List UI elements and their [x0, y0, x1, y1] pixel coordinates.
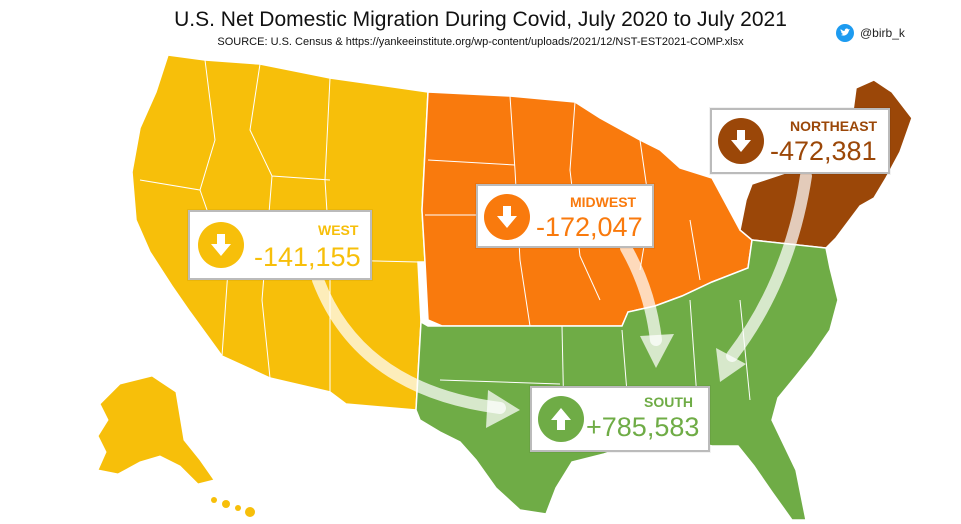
midwest-callout: MIDWEST -172,047 — [476, 184, 654, 248]
northeast-callout: NORTHEAST -472,381 — [710, 108, 890, 174]
northeast-name: NORTHEAST — [790, 118, 878, 134]
map-title: U.S. Net Domestic Migration During Covid… — [174, 8, 787, 31]
south-callout: SOUTH +785,583 — [530, 386, 710, 452]
arrowheads — [486, 334, 746, 428]
down-arrow-icon — [718, 118, 764, 164]
hawaii-shape — [211, 497, 255, 517]
west-value: -141,155 — [254, 242, 361, 272]
midwest-value: -172,047 — [536, 212, 643, 242]
up-arrow-icon — [538, 396, 584, 442]
down-arrow-icon — [484, 194, 530, 240]
down-arrow-icon — [198, 222, 244, 268]
midwest-name: MIDWEST — [570, 194, 637, 210]
south-value: +785,583 — [586, 412, 700, 442]
west-callout: WEST -141,155 — [188, 210, 372, 280]
south-name: SOUTH — [644, 394, 693, 410]
alaska-shape — [97, 375, 215, 485]
credit-text: @birb_k — [860, 26, 905, 40]
south-region — [415, 239, 839, 521]
northeast-value: -472,381 — [770, 136, 877, 166]
credit-handle[interactable]: @birb_k — [836, 24, 905, 42]
twitter-bird-icon — [836, 24, 854, 42]
west-name: WEST — [318, 222, 359, 238]
source-note: SOURCE: U.S. Census & https://yankeeinst… — [217, 36, 744, 48]
migration-arrows — [312, 170, 812, 414]
